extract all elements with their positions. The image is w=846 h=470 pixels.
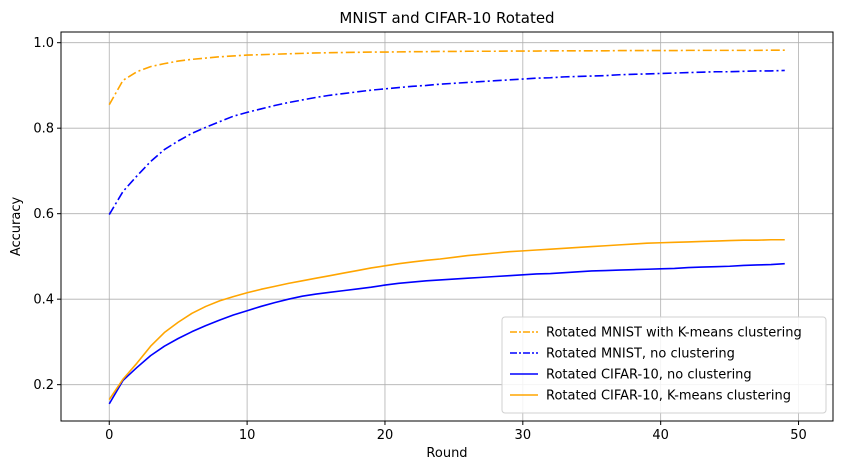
x-tick-label: 30 — [515, 428, 532, 443]
legend-label: Rotated CIFAR-10, no clustering — [546, 368, 752, 383]
y-axis-label: Accuracy — [9, 197, 24, 257]
legend-label: Rotated CIFAR-10, K-means clustering — [546, 389, 791, 404]
x-axis: 0 10 20 30 40 50 — [105, 421, 807, 443]
x-tick-label: 10 — [239, 428, 256, 443]
legend-box — [501, 316, 827, 414]
legend: Rotated MNIST with K-means clustering Rot… — [501, 316, 827, 414]
plot-frame — [60, 31, 834, 422]
chart-title: MNIST and CIFAR-10 Rotated — [339, 9, 554, 27]
y-tick-label: 0.8 — [33, 122, 54, 137]
legend-label: Rotated MNIST with K-means clustering — [546, 326, 802, 341]
y-tick-label: 0.2 — [33, 378, 54, 393]
series-layer — [108, 49, 785, 405]
x-tick-label: 40 — [652, 428, 669, 443]
x-tick-label: 20 — [377, 428, 394, 443]
series-line-2 — [108, 69, 785, 215]
series-line-4 — [108, 238, 785, 401]
series-line-3 — [108, 262, 785, 405]
x-tick-label: 50 — [790, 428, 807, 443]
x-tick-label: 0 — [105, 428, 113, 443]
y-tick-label: 0.4 — [33, 293, 54, 308]
y-axis: 0.2 0.4 0.6 0.8 1.0 — [33, 36, 61, 393]
series-line-1 — [108, 49, 785, 106]
legend-label: Rotated MNIST, no clustering — [546, 347, 735, 362]
y-tick-label: 1.0 — [33, 36, 54, 51]
x-axis-label: Round — [426, 446, 467, 461]
y-tick-label: 0.6 — [33, 207, 54, 222]
